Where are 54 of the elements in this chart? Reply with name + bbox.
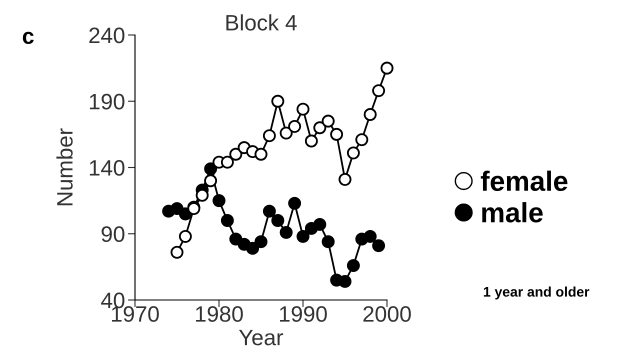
y-tick-label: 140 bbox=[90, 160, 124, 176]
chart-title: Block 4 bbox=[226, 14, 297, 31]
point bbox=[262, 129, 276, 142]
legend-label: female bbox=[480, 170, 568, 192]
point bbox=[372, 239, 386, 252]
x-axis-title: Year bbox=[239, 330, 284, 346]
point bbox=[271, 94, 284, 108]
point bbox=[355, 133, 368, 146]
point bbox=[254, 235, 268, 248]
point bbox=[170, 246, 184, 259]
point bbox=[288, 196, 302, 210]
point bbox=[338, 172, 352, 186]
text: c bbox=[22, 32, 34, 44]
point bbox=[271, 214, 284, 227]
x-tick-label: 1980 bbox=[196, 306, 243, 322]
point bbox=[330, 128, 344, 141]
point bbox=[196, 188, 209, 202]
x-tick-label: 1990 bbox=[280, 306, 327, 322]
point bbox=[204, 174, 218, 188]
point bbox=[170, 202, 184, 216]
point bbox=[246, 242, 260, 255]
point bbox=[346, 146, 360, 160]
point bbox=[280, 126, 293, 140]
point bbox=[288, 120, 302, 133]
y-tick-label: 190 bbox=[90, 94, 124, 110]
point bbox=[364, 108, 377, 121]
point bbox=[304, 134, 318, 148]
x-tick-label: 1970 bbox=[112, 306, 159, 322]
point bbox=[229, 148, 242, 161]
point bbox=[296, 102, 310, 116]
y-tick-label: 40 bbox=[101, 292, 124, 308]
point bbox=[212, 194, 226, 208]
point bbox=[220, 214, 234, 227]
point bbox=[296, 230, 310, 243]
point bbox=[313, 218, 326, 231]
point bbox=[322, 114, 335, 128]
point bbox=[338, 274, 352, 288]
y-axis-title: Number bbox=[56, 128, 73, 206]
point bbox=[372, 84, 386, 98]
y-tick-label: 90 bbox=[102, 226, 124, 242]
point bbox=[178, 230, 192, 243]
point bbox=[220, 156, 234, 169]
point bbox=[262, 204, 276, 218]
point bbox=[346, 259, 360, 272]
point bbox=[322, 235, 335, 248]
point bbox=[254, 148, 268, 161]
point bbox=[364, 230, 377, 243]
point bbox=[313, 121, 326, 134]
y-tick-label: 240 bbox=[89, 28, 124, 44]
x-tick-label: 2000 bbox=[363, 306, 411, 322]
text: 1 year and older bbox=[484, 286, 590, 300]
point bbox=[280, 226, 293, 239]
point bbox=[380, 62, 394, 75]
legend-label: male bbox=[482, 202, 543, 222]
